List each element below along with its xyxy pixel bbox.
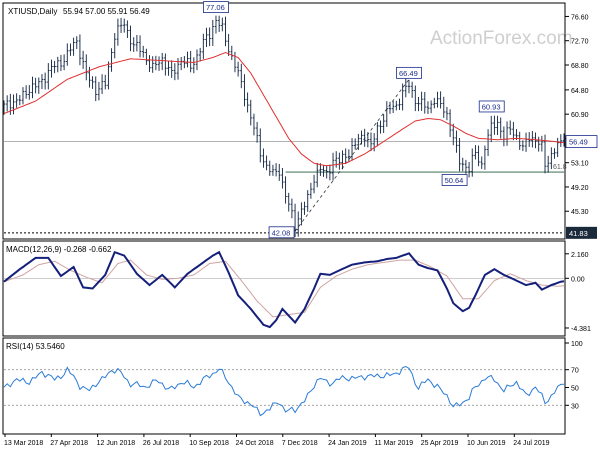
rsi-tick-label: 70 xyxy=(571,368,579,375)
price-lines xyxy=(2,15,566,238)
price-tick-label: 45.30 xyxy=(571,209,589,216)
price-candles xyxy=(2,15,566,238)
x-tick-label: 10 Sep 2018 xyxy=(189,440,229,447)
x-tick-label: 12 Jun 2018 xyxy=(97,440,136,447)
x-tick-label: 11 Mar 2019 xyxy=(374,440,413,447)
current-price-label: 56.49 xyxy=(569,138,588,147)
price-annotation-box xyxy=(441,174,468,186)
price-annotation-label: 77.06 xyxy=(206,3,225,12)
x-tick-label: 24 Oct 2018 xyxy=(236,440,274,447)
price-tick-label: 72.70 xyxy=(571,39,589,46)
current-price-box xyxy=(565,135,598,148)
price-tick-label: 60.90 xyxy=(571,112,589,119)
macd-lines xyxy=(3,250,565,329)
fibonacci-level-label: 61.8 xyxy=(553,164,567,171)
x-tick-label: 25 Apr 2019 xyxy=(421,440,459,447)
price-tick-label: 53.10 xyxy=(571,161,589,168)
price-annotation-label: 50.64 xyxy=(445,176,464,185)
rsi-lines xyxy=(3,365,565,417)
price-annotation-box xyxy=(268,226,295,239)
rsi-tick-label: 50 xyxy=(571,386,579,393)
rsi-tick-label: 30 xyxy=(571,403,579,410)
chart-ohlc: 55.94 57.00 55.91 56.49 xyxy=(63,7,150,16)
price-annotation-box xyxy=(203,1,229,13)
rsi-axis: 100 70 50 30 xyxy=(4,341,583,410)
macd-line xyxy=(3,250,565,329)
macd-tick-label: 2.160 xyxy=(571,252,589,259)
watermark: ActionForex.com xyxy=(430,28,573,49)
rsi-panel-frame xyxy=(2,337,566,435)
support-level-label: 41.83 xyxy=(569,229,588,238)
macd-panel: MACD(12,26,9) -0.268 -0.662 2.160 0.00 -4.… xyxy=(2,240,591,337)
price-annotation-box xyxy=(478,100,505,113)
price-panel: XTIUSD,Daily 55.94 57.00 55.91 56.49 61.… xyxy=(2,1,598,240)
x-tick-label: 24 Jul 2019 xyxy=(513,440,549,447)
macd-axis: 2.160 0.00 -4.381 xyxy=(4,252,591,333)
macd-signal-line xyxy=(3,259,565,318)
support-level-box xyxy=(566,226,597,239)
price-tick-label: 76.60 xyxy=(571,14,589,21)
rsi-label: RSI(14) 53.5460 xyxy=(6,342,65,351)
x-tick-label: 7 Dec 2018 xyxy=(282,440,318,447)
price-tick-label: 64.80 xyxy=(571,88,589,95)
x-tick-label: 27 Apr 2018 xyxy=(50,440,88,447)
price-annotation-label: 60.93 xyxy=(482,102,501,111)
x-tick-label: 13 Mar 2018 xyxy=(4,440,43,447)
rsi-tick-label: 100 xyxy=(571,341,583,348)
macd-panel-frame xyxy=(2,240,566,337)
price-annotation-box xyxy=(396,66,422,79)
x-tick-label: 10 Jun 2019 xyxy=(467,440,506,447)
chart-symbol: XTIUSD,Daily xyxy=(8,7,57,16)
macd-tick-label: 0.00 xyxy=(571,276,585,283)
price-tick-label: 68.80 xyxy=(571,63,589,70)
price-panel-frame xyxy=(2,2,566,240)
moving-average-line xyxy=(3,51,565,167)
watermark-text: ActionForex.com xyxy=(430,28,573,49)
x-axis: 13 Mar 2018 27 Apr 2018 12 Jun 2018 26 Jul … xyxy=(4,434,550,447)
x-tick-label: 26 Jul 2018 xyxy=(143,440,179,447)
rsi-panel: RSI(14) 53.5460 100 70 50 30 xyxy=(2,337,583,435)
price-annotations: 56.49 41.83 77.06 42.08 66.49 50.64 60.93 xyxy=(203,1,598,239)
macd-label: MACD(12,26,9) -0.268 -0.662 xyxy=(6,245,112,254)
price-annotation-label: 42.08 xyxy=(272,228,291,237)
price-annotation-label: 66.49 xyxy=(399,69,418,78)
rsi-line xyxy=(3,365,565,417)
price-tick-label: 49.20 xyxy=(571,185,589,192)
x-tick-label: 24 Jan 2019 xyxy=(328,440,367,447)
macd-tick-label: -4.381 xyxy=(571,326,591,333)
